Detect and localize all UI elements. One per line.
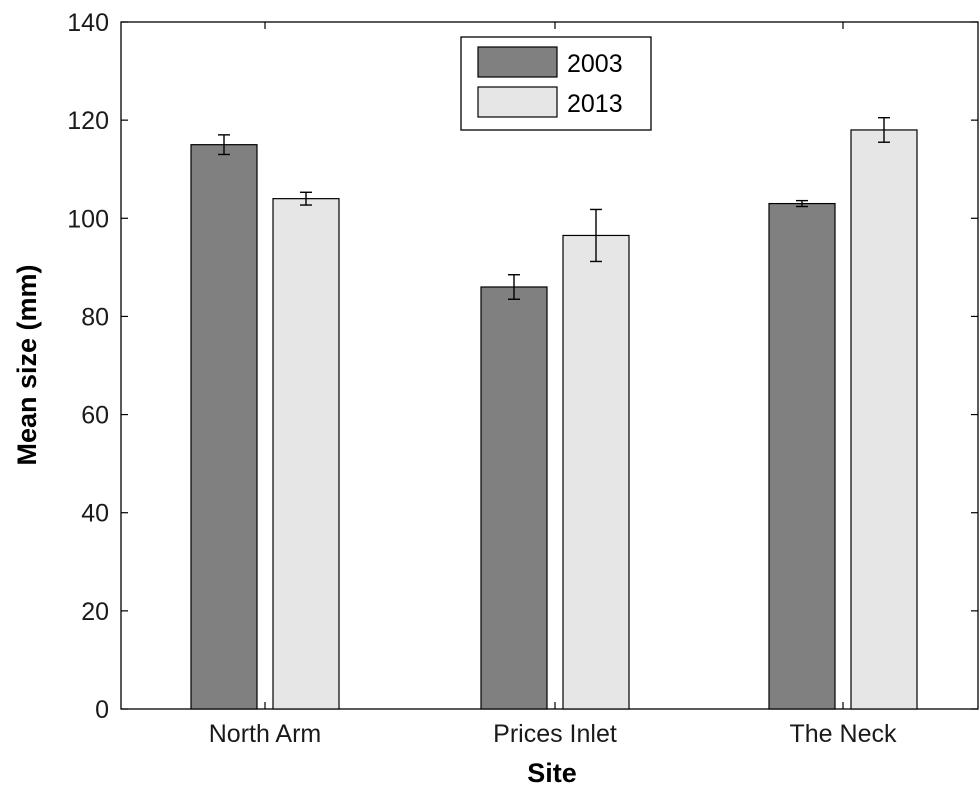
legend-label-2003: 2003	[567, 50, 623, 78]
bar-2013-north-arm	[272, 198, 340, 710]
x-axis-label: Site	[527, 758, 577, 787]
error-bar	[218, 134, 230, 156]
bar-2013-prices-inlet	[562, 234, 630, 710]
error-bar	[796, 199, 808, 208]
bar-2003-the-neck	[768, 202, 836, 710]
y-tick-label: 120	[67, 107, 109, 135]
bars-group	[190, 129, 918, 710]
error-bars-group	[218, 116, 890, 300]
x-ticks-group: North Arm Prices Inlet The Neck	[209, 22, 897, 748]
bar-2003-north-arm	[190, 144, 258, 710]
y-tick-label: 20	[81, 598, 109, 626]
axes-frame	[120, 21, 979, 710]
x-tick-label: The Neck	[790, 720, 897, 748]
bar-2013-the-neck	[850, 129, 918, 710]
error-bar	[300, 191, 312, 206]
plot-area	[120, 21, 979, 710]
y-tick-label: 40	[81, 500, 109, 528]
error-bar	[508, 274, 520, 300]
x-tick-label: Prices Inlet	[493, 720, 617, 748]
error-bar	[878, 116, 890, 143]
legend: 2003 2013	[460, 36, 652, 131]
y-axis-label: Mean size (mm)	[12, 264, 42, 465]
y-ticks-group: 0 20 40 60 80 100 120 140	[67, 9, 978, 724]
error-bar	[590, 208, 602, 263]
legend-swatch-2013	[477, 86, 558, 118]
y-tick-label: 60	[81, 402, 109, 430]
legend-label-2013: 2013	[567, 90, 623, 118]
y-tick-label: 80	[81, 303, 109, 331]
bar-2003-prices-inlet	[480, 286, 548, 710]
x-tick-label: North Arm	[209, 720, 322, 748]
legend-swatch-2003	[477, 46, 558, 78]
y-tick-label: 0	[95, 696, 109, 724]
y-tick-label: 100	[67, 205, 109, 233]
y-tick-label: 140	[67, 9, 109, 37]
